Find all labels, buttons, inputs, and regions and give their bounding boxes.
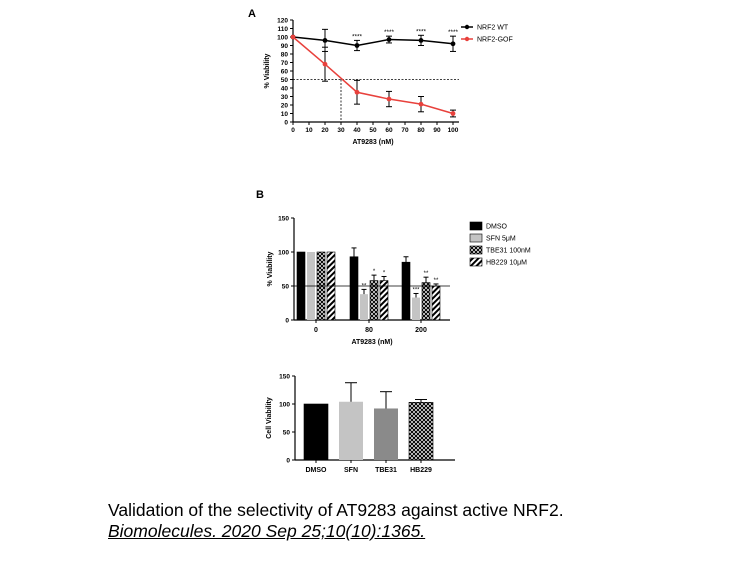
- significance-label: *: [373, 269, 376, 275]
- significance-label: ***: [412, 287, 420, 293]
- legend-marker-1: [464, 36, 470, 42]
- y-tick-label: 10: [281, 111, 289, 118]
- y-tick-label: 100: [279, 402, 290, 409]
- x-tick-label: 0: [291, 127, 295, 134]
- significance-label: *: [383, 270, 386, 276]
- x-tick-label: 200: [415, 327, 427, 334]
- legend-swatch-2: [469, 245, 483, 255]
- bar: [412, 297, 420, 320]
- x-axis-label: AT9283 (nM): [352, 139, 393, 146]
- chart-b-bottom: 0 50 100 150 Cell Viability DMSO SFN TBE31 HB229: [266, 374, 455, 474]
- legend-label-2: TBE31 100nM: [486, 248, 531, 255]
- legend-label-0: NRF2 WT: [477, 25, 509, 32]
- significance-label: **: [424, 271, 429, 277]
- y-tick-label: 40: [281, 86, 289, 93]
- x-tick-label: 30: [337, 127, 345, 134]
- bar: [431, 285, 441, 321]
- y-tick-label: 50: [283, 430, 291, 437]
- significance-label: **: [434, 278, 439, 284]
- x-tick-label: 0: [314, 327, 318, 334]
- y-tick-label: 30: [281, 94, 289, 101]
- y-tick-label: 100: [278, 250, 289, 257]
- y-tick-label: 60: [281, 69, 289, 76]
- data-point: [450, 111, 456, 116]
- bar: [369, 280, 379, 321]
- x-tick-label: 10: [305, 127, 313, 134]
- y-tick-label: 0: [284, 120, 288, 127]
- bar: [303, 403, 329, 461]
- y-axis-label: % Viability: [264, 53, 271, 88]
- data-point: [386, 37, 392, 42]
- significance-label: ****: [448, 29, 459, 36]
- y-tick-label: 90: [281, 43, 289, 50]
- bar: [379, 280, 389, 321]
- legend-label-1: SFN 5μM: [486, 236, 516, 243]
- x-tick-label: 100: [448, 127, 459, 134]
- legend-swatch-1: [469, 233, 483, 243]
- legend-label-0: DMSO: [486, 224, 508, 231]
- data-point: [354, 43, 360, 48]
- x-tick-label: DMSO: [306, 467, 328, 474]
- significance-label: ****: [352, 33, 363, 40]
- significance-label: ****: [416, 28, 427, 35]
- x-axis-label: AT9283 (nM): [351, 339, 392, 346]
- data-point: [386, 96, 392, 102]
- y-tick-label: 50: [281, 77, 289, 84]
- y-tick-label: 150: [279, 374, 290, 381]
- y-tick-label: 80: [281, 52, 289, 59]
- x-tick-label: SFN: [344, 467, 358, 474]
- x-tick-label: 50: [369, 127, 377, 134]
- data-point: [322, 61, 328, 67]
- data-point: [450, 41, 456, 47]
- data-point: [290, 34, 296, 40]
- x-tick-label: 90: [433, 127, 441, 134]
- legend-label-3: HB229 10μM: [486, 260, 527, 267]
- significance-label: ****: [384, 29, 395, 36]
- y-tick-label: 120: [277, 18, 288, 25]
- series-line-1: [292, 36, 454, 115]
- legend-swatch-0: [469, 221, 483, 231]
- x-tick-label: 80: [365, 327, 373, 334]
- data-point: [322, 38, 328, 43]
- y-tick-label: 100: [277, 35, 288, 42]
- y-tick-label: 70: [281, 60, 289, 67]
- caption-citation: Biomolecules. 2020 Sep 25;10(10):1365.: [108, 521, 426, 541]
- x-tick-label: 80: [417, 127, 425, 134]
- figure-caption: Validation of the selectivity of AT9283 …: [108, 500, 708, 542]
- panel-label-b: B: [256, 189, 264, 201]
- x-tick-label: 20: [321, 127, 329, 134]
- bar: [421, 282, 431, 321]
- bar: [360, 294, 368, 320]
- y-tick-label: 110: [278, 26, 289, 33]
- legend-label-1: NRF2-GOF: [477, 37, 513, 44]
- x-tick-label: 60: [385, 127, 393, 134]
- y-tick-label: 0: [286, 458, 290, 465]
- x-tick-label: HB229: [410, 467, 432, 474]
- x-tick-label: TBE31: [375, 467, 397, 474]
- bar: [408, 402, 434, 461]
- bar: [349, 256, 359, 321]
- legend-swatch-3: [469, 257, 483, 267]
- bar: [339, 401, 363, 460]
- chart-b-top: 0 50 100 150 0 80 200 AT9283 (nM) % Viability DMS…: [267, 216, 531, 347]
- y-axis-label: % Viability: [267, 251, 274, 286]
- y-tick-label: 50: [282, 284, 290, 291]
- data-point: [418, 38, 424, 43]
- data-point: [418, 101, 424, 107]
- x-tick-label: 40: [353, 127, 361, 134]
- x-tick-label: 70: [401, 127, 409, 134]
- bar: [374, 408, 398, 460]
- caption-title: Validation of the selectivity of AT9283 …: [108, 500, 564, 520]
- y-tick-label: 20: [281, 103, 289, 110]
- y-axis-label: Cell Viability: [266, 397, 273, 439]
- y-tick-label: 150: [278, 216, 289, 223]
- bar: [401, 261, 411, 321]
- panel-label-a: A: [248, 8, 256, 20]
- y-tick-label: 0: [285, 318, 289, 325]
- data-point: [354, 89, 360, 95]
- legend-marker-0: [464, 24, 470, 30]
- series-line-0: [292, 36, 454, 47]
